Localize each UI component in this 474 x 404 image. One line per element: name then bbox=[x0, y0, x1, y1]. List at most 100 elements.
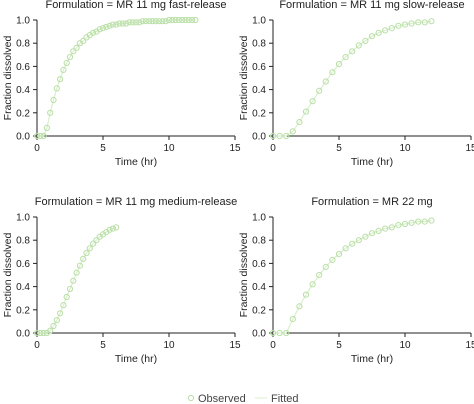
observed-point bbox=[342, 54, 349, 61]
observed-point bbox=[66, 285, 74, 292]
observed-point bbox=[93, 237, 100, 244]
y-tick-label: 0.2 bbox=[252, 108, 266, 119]
observed-point bbox=[276, 132, 283, 140]
observed-point bbox=[70, 277, 77, 284]
y-tick-label: 0.0 bbox=[252, 132, 266, 143]
observed-point bbox=[395, 222, 402, 229]
fitted-line bbox=[273, 20, 432, 137]
observed-point bbox=[335, 251, 343, 258]
observed-point bbox=[119, 20, 126, 27]
observed-point bbox=[37, 329, 44, 337]
observed-point bbox=[388, 25, 395, 32]
observed-point bbox=[182, 16, 189, 24]
observed-point bbox=[86, 245, 93, 252]
observed-point bbox=[355, 237, 362, 244]
y-tick-label: 0.6 bbox=[16, 62, 30, 73]
x-tick-label: 10 bbox=[399, 143, 411, 154]
x-tick-label: 5 bbox=[336, 143, 342, 154]
y-tick-label: 0.8 bbox=[16, 39, 30, 50]
observed-point bbox=[63, 59, 70, 67]
observed-point bbox=[142, 18, 149, 25]
observed-point bbox=[40, 132, 47, 140]
observed-point bbox=[382, 27, 389, 34]
fitted-line bbox=[37, 226, 117, 334]
chart-title: Formulation = MR 11 mg fast-release bbox=[45, 0, 226, 11]
observed-point bbox=[428, 217, 435, 224]
y-tick-label: 1.0 bbox=[252, 16, 266, 27]
observed-point bbox=[309, 98, 316, 105]
x-tick-label: 0 bbox=[34, 143, 40, 154]
x-tick-label: 10 bbox=[163, 143, 175, 154]
observed-point bbox=[165, 16, 173, 24]
y-tick-label: 0.2 bbox=[252, 305, 266, 316]
observed-point bbox=[316, 271, 323, 279]
chart-panel: Formulation = MR 11 mg fast-release 0.0 0.… bbox=[2, 0, 241, 168]
observed-point bbox=[322, 78, 329, 85]
observed-point bbox=[349, 48, 356, 55]
observed-point bbox=[73, 269, 80, 276]
observed-point bbox=[57, 310, 64, 317]
observed-point bbox=[283, 329, 290, 337]
y-tick-label: 0.4 bbox=[252, 282, 266, 293]
observed-point bbox=[395, 22, 402, 29]
y-tick-label: 0.0 bbox=[252, 329, 266, 340]
observed-point bbox=[129, 19, 136, 26]
y-tick-label: 0.8 bbox=[252, 39, 266, 50]
observed-point bbox=[175, 16, 182, 24]
y-tick-label: 0.2 bbox=[16, 305, 30, 316]
x-tick-label: 5 bbox=[100, 143, 106, 154]
observed-point bbox=[349, 240, 356, 247]
observed-point bbox=[362, 233, 369, 240]
chart-panel: Formulation = MR 11 mg medium-release 0.0… bbox=[2, 196, 241, 365]
observed-point bbox=[162, 18, 169, 25]
observed-point bbox=[355, 42, 362, 49]
observed-point bbox=[296, 119, 303, 126]
legend-fitted-label: Fitted bbox=[271, 393, 299, 404]
observed-point bbox=[179, 16, 186, 24]
x-tick-label: 15 bbox=[465, 143, 474, 154]
observed-point bbox=[375, 29, 382, 36]
observed-point bbox=[109, 21, 117, 28]
observed-point bbox=[132, 19, 140, 26]
observed-point bbox=[375, 227, 382, 234]
x-tick-label: 5 bbox=[100, 340, 106, 351]
observed-point bbox=[362, 37, 369, 45]
observed-point bbox=[159, 18, 166, 25]
observed-point bbox=[80, 37, 87, 45]
y-axis-label: Fraction dissolved bbox=[2, 36, 14, 121]
observed-point bbox=[329, 256, 336, 263]
observed-point bbox=[269, 132, 277, 140]
observed-point bbox=[192, 16, 199, 24]
observed-point bbox=[289, 128, 296, 135]
observed-point bbox=[37, 132, 44, 140]
observed-point bbox=[106, 22, 113, 29]
y-tick-label: 0.2 bbox=[16, 108, 30, 119]
observed-point bbox=[172, 16, 179, 24]
x-axis-label: Time (hr) bbox=[115, 156, 157, 168]
observed-point bbox=[106, 226, 113, 233]
observed-point bbox=[368, 230, 376, 237]
observed-point bbox=[33, 329, 41, 337]
observed-point bbox=[96, 26, 103, 33]
observed-point bbox=[342, 245, 349, 252]
y-tick-label: 0.6 bbox=[252, 259, 266, 270]
observed-point bbox=[126, 19, 133, 26]
chart-panel: Formulation = MR 22 mg 0.0 0.2 0.4 0.6 0.8 1.0… bbox=[238, 196, 474, 365]
y-axis-label: Fraction dissolved bbox=[238, 36, 250, 121]
observed-point bbox=[47, 109, 54, 116]
observed-point bbox=[408, 219, 415, 226]
observed-point bbox=[388, 224, 395, 231]
y-tick-label: 0.4 bbox=[252, 85, 266, 96]
observed-point bbox=[43, 124, 51, 132]
y-tick-label: 1.0 bbox=[252, 213, 266, 224]
observed-point bbox=[189, 16, 196, 24]
observed-point bbox=[113, 224, 120, 231]
y-tick-label: 0.0 bbox=[16, 132, 30, 143]
y-tick-label: 1.0 bbox=[16, 16, 30, 27]
observed-point bbox=[73, 44, 80, 51]
y-tick-label: 0.8 bbox=[252, 236, 266, 247]
observed-point bbox=[113, 21, 120, 28]
chart-title: Formulation = MR 22 mg bbox=[311, 196, 432, 208]
observed-point bbox=[169, 16, 176, 24]
